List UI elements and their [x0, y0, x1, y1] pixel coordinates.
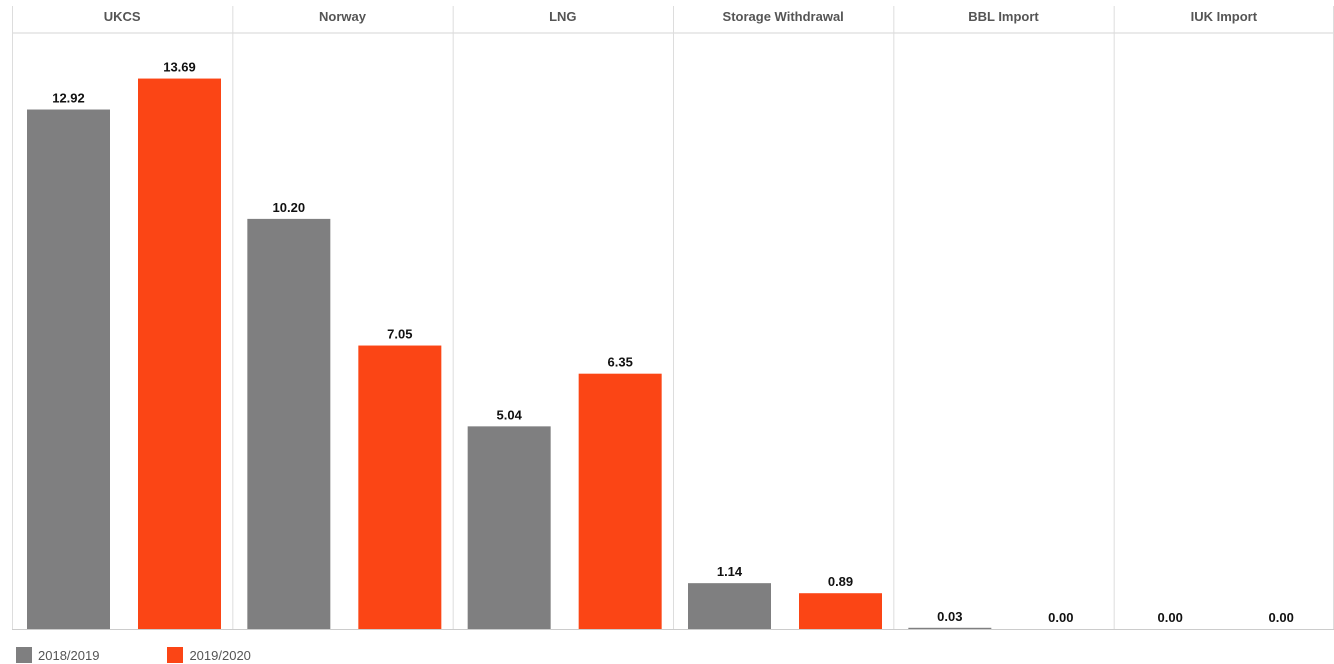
bar-ukcs-2018-2019	[27, 109, 110, 630]
chart-legend: 2018/2019 2019/2020	[16, 647, 251, 663]
data-label-ukcs-2018-2019: 12.92	[52, 91, 85, 106]
category-label-norway: Norway	[319, 9, 367, 24]
data-label-bbl-import-2018-2019: 0.03	[937, 609, 962, 624]
data-label-storage-withdrawal-2018-2019: 1.14	[717, 564, 743, 579]
bar-lng-2018-2019	[467, 426, 551, 629]
legend-label-2018-2019: 2018/2019	[38, 647, 100, 663]
legend-item-2019-2020[interactable]: 2019/2020	[167, 647, 251, 663]
legend-label-2019-2020: 2019/2020	[189, 647, 251, 663]
category-label-iuk-import: IUK Import	[1191, 9, 1258, 24]
legend-swatch-2019-2020	[167, 647, 184, 663]
bar-ukcs-2019-2020	[138, 78, 221, 629]
data-label-norway-2018-2019: 10.20	[273, 200, 306, 215]
legend-swatch-2018-2019	[16, 647, 32, 663]
data-label-iuk-import-2019-2020: 0.00	[1269, 610, 1294, 625]
bar-chart: UKCS 12.92 13.69 Norway 10.20 7.05 LNG 5.04 6.35…	[12, 6, 1334, 630]
data-label-lng-2018-2019: 5.04	[497, 407, 523, 422]
bar-norway-2019-2020	[358, 345, 442, 629]
data-label-bbl-import-2019-2020: 0.00	[1048, 610, 1073, 625]
data-label-norway-2019-2020: 7.05	[387, 327, 412, 342]
bar-storage-withdrawal-2018-2019	[688, 583, 771, 629]
bar-lng-2019-2020	[578, 373, 662, 629]
category-label-ukcs: UKCS	[104, 9, 141, 24]
data-label-storage-withdrawal-2019-2020: 0.89	[828, 574, 853, 589]
category-label-storage-withdrawal: Storage Withdrawal	[723, 9, 844, 24]
data-label-lng-2019-2020: 6.35	[608, 355, 633, 370]
category-label-lng: LNG	[549, 9, 576, 24]
category-label-bbl-import: BBL Import	[968, 9, 1039, 24]
bar-norway-2018-2019	[247, 218, 331, 629]
bar-bbl-import-2018-2019	[908, 627, 992, 629]
data-label-iuk-import-2018-2019: 0.00	[1158, 610, 1183, 625]
legend-item-2018-2019[interactable]: 2018/2019	[16, 647, 99, 663]
data-label-ukcs-2019-2020: 13.69	[163, 60, 196, 75]
bar-storage-withdrawal-2019-2020	[799, 593, 882, 629]
